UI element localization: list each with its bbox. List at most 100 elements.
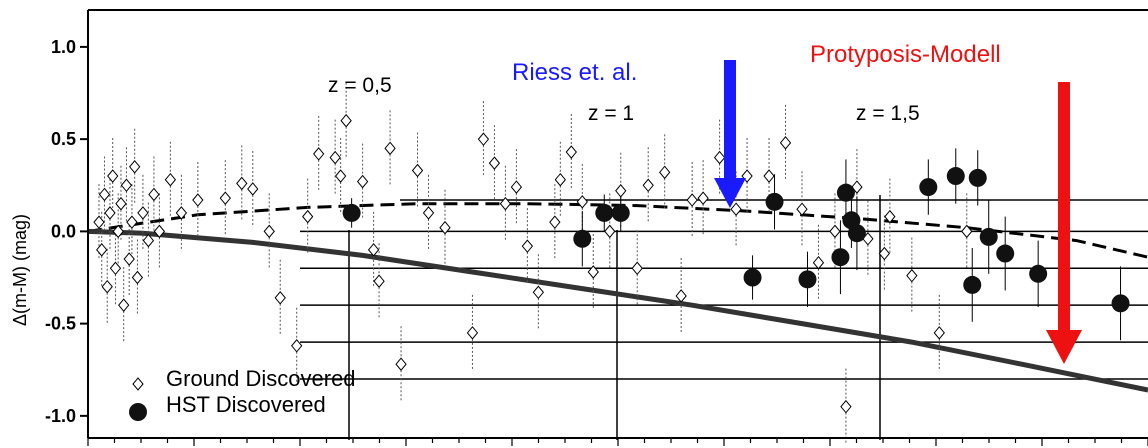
vertical-reference-lines [348,195,881,440]
ground-point [137,206,149,220]
ground-point [112,224,124,239]
ground-point [933,326,945,340]
ground-point [118,298,130,312]
hst-point [979,227,998,246]
ground-point [274,291,286,305]
hst-point [842,211,861,230]
y-tick-label: 0.0 [51,221,76,241]
ground-point [697,191,709,205]
annotation-z05: z = 0,5 [328,74,392,97]
ground-point [615,184,627,198]
ground-point [192,193,204,207]
ground-point [488,156,501,170]
hst-point [968,168,987,187]
ground-point [104,206,116,220]
ground-point [236,176,248,191]
ground-point [115,196,127,211]
ground-point [175,206,188,220]
hst-point [1029,264,1048,283]
riess-label: Riess et. al. [512,59,637,86]
ground-point [247,182,259,196]
ground-point [906,268,918,283]
ground-point [713,150,726,165]
ground-point [263,224,275,239]
ground-point [291,338,303,353]
hst-point [611,203,630,222]
legend-hst-label: HST Discovered [166,392,326,417]
hst-point [946,167,965,186]
hst-point [831,248,850,267]
ground-point [840,399,852,414]
ground-point [510,180,523,194]
y-tick-label: 0.5 [51,129,76,149]
ground-point [109,261,122,276]
model-curves [87,202,1148,393]
ground-point [565,145,577,159]
ground-point [587,265,599,279]
ground-point [466,326,479,340]
ground-point [219,191,231,205]
ground-point [142,233,155,248]
hst-point [836,183,855,202]
y-axis-label: Δ(m-M) (mag) [10,214,30,326]
ground-point [521,239,534,253]
ground-point [373,274,385,288]
y-tick-label: -1.0 [45,406,76,426]
ground-point [884,209,896,224]
ground-point [93,215,105,229]
ground-point [101,279,113,294]
ground-point [878,246,891,261]
y-axis-ticks: 1.0 0.5 0.0 -0.5 -1.0 [45,37,88,426]
hst-point [743,268,762,287]
hst-point [963,275,982,294]
hst-discovered-points [342,167,1130,313]
ground-point [164,172,177,187]
solid-model-curve [87,228,1148,393]
ground-point [411,163,424,178]
ground-point [422,206,435,220]
horizontal-reference-lines [300,199,1148,380]
protyposis-arrow [1046,82,1082,364]
ground-point [126,215,138,229]
ground-point [642,178,654,193]
ground-point [395,357,407,371]
ground-point [576,195,588,209]
y-tick-label: 1.0 [51,37,76,57]
ground-point [796,202,808,217]
ground-point [532,285,545,300]
riess-arrow [714,60,746,208]
ground-point [334,169,347,183]
ground-point [686,193,698,207]
ground-point [675,289,687,303]
ground-point [384,141,396,156]
legend-ground-marker [132,377,144,391]
ground-point [604,224,616,239]
ground-point [659,165,671,180]
ground-point [499,196,512,211]
legend-hst-marker [129,403,147,421]
dashed-model-curve [87,202,1148,259]
ground-point [313,147,325,161]
ground-point [554,172,566,187]
legend: Ground Discovered HST Discovered [129,366,356,421]
protyposis-label: Protyposis-Modell [810,41,1001,68]
ground-point [129,160,141,174]
ground-point [631,261,643,276]
ground-point [123,252,135,266]
ground-point [763,169,775,183]
ground-point [367,243,380,257]
ground-point [477,132,490,146]
ground-point [302,209,314,224]
ground-point [812,255,825,270]
hst-point [996,244,1015,263]
ground-point [340,113,352,128]
legend-ground-label: Ground Discovered [166,366,356,391]
ground-point [356,174,369,189]
hst-point [595,203,614,222]
y-tick-label: -0.5 [45,314,76,334]
ground-point [829,224,841,239]
ground-point [779,136,792,150]
ground-point [120,178,133,193]
ground-point [96,243,108,257]
